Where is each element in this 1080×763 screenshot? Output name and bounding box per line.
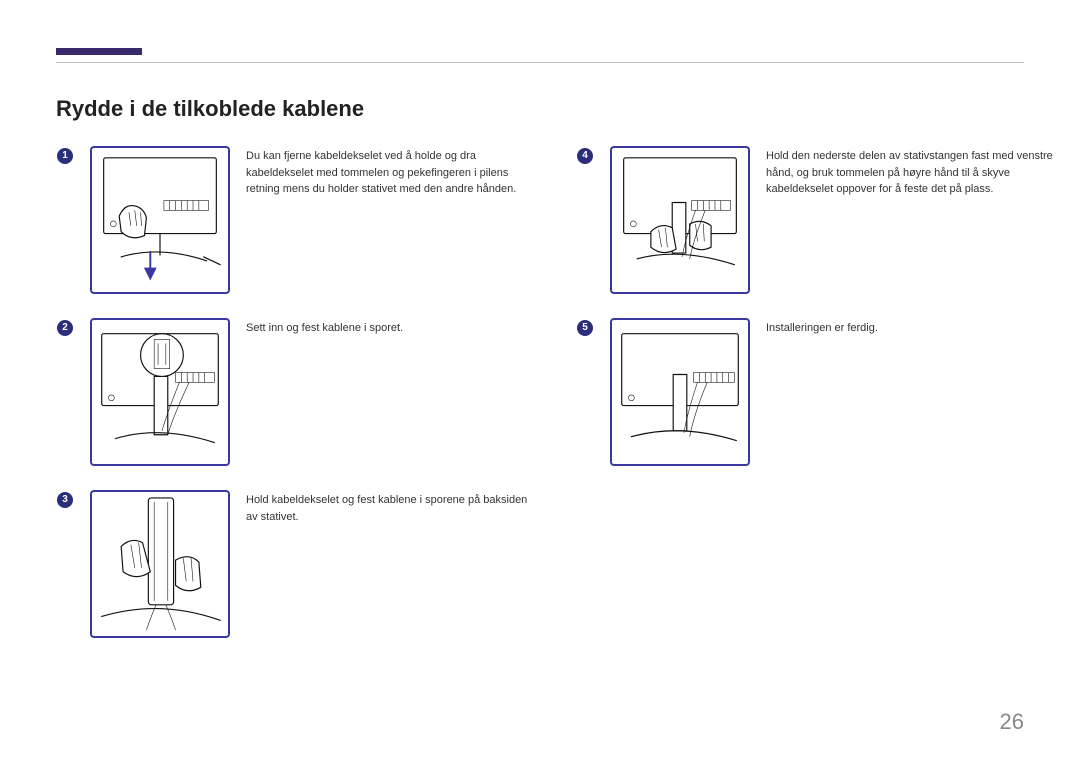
manual-page: Rydde i de tilkoblede kablene 1 — [0, 0, 1080, 763]
step-3: 3 — [56, 490, 536, 638]
page-number: 26 — [1000, 709, 1024, 735]
step-number-badge: 2 — [57, 320, 73, 336]
step-badge-col: 2 — [56, 318, 74, 336]
step-number-badge: 5 — [577, 320, 593, 336]
monitor-insert-cables-icon — [92, 320, 228, 464]
step-5: 5 Installeringen er ferdig — [576, 318, 1056, 466]
step-badge-col: 3 — [56, 490, 74, 508]
step-1-figure — [90, 146, 230, 294]
step-text: Hold kabeldekselet og fest kablene i spo… — [246, 490, 536, 525]
header-accent-bar — [56, 48, 142, 55]
step-number-badge: 4 — [577, 148, 593, 164]
step-4: 4 — [576, 146, 1056, 294]
step-text: Installeringen er ferdig. — [766, 318, 1056, 337]
step-text: Sett inn og fest kablene i sporet. — [246, 318, 536, 337]
header-divider-line — [56, 62, 1024, 63]
monitor-remove-cover-icon — [92, 148, 228, 292]
stand-route-cables-icon — [92, 492, 228, 636]
step-3-figure — [90, 490, 230, 638]
step-5-figure — [610, 318, 750, 466]
step-text: Hold den nederste delen av stativstangen… — [766, 146, 1056, 198]
step-number-badge: 1 — [57, 148, 73, 164]
content-columns: 1 — [56, 146, 1024, 662]
monitor-complete-icon — [612, 320, 748, 464]
step-4-figure — [610, 146, 750, 294]
step-2: 2 — [56, 318, 536, 466]
step-number-badge: 3 — [57, 492, 73, 508]
right-column: 4 — [576, 146, 1056, 662]
step-badge-col: 1 — [56, 146, 74, 164]
step-badge-col: 4 — [576, 146, 594, 164]
page-title: Rydde i de tilkoblede kablene — [56, 96, 1024, 122]
header-rule — [56, 48, 1024, 68]
step-text: Du kan fjerne kabeldekselet ved å holde … — [246, 146, 536, 198]
left-column: 1 — [56, 146, 536, 662]
monitor-attach-cover-icon — [612, 148, 748, 292]
step-2-figure — [90, 318, 230, 466]
step-1: 1 — [56, 146, 536, 294]
step-badge-col: 5 — [576, 318, 594, 336]
